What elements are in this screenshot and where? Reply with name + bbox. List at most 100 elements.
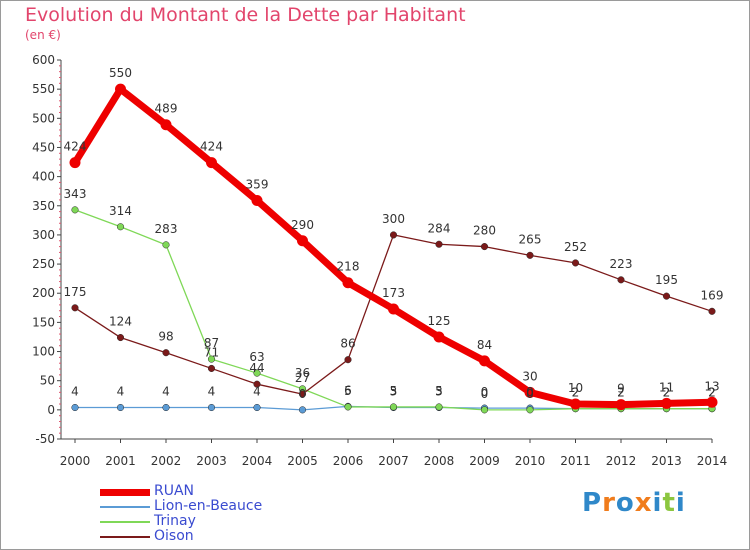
data-label-trinay: 5	[344, 384, 352, 398]
data-point-ruan	[479, 355, 490, 367]
data-label-ruan: 9	[617, 382, 625, 396]
data-label-ruan: 13	[704, 379, 719, 393]
y-tick-label: 200	[32, 286, 55, 300]
data-point-lion-en-beauce	[207, 403, 216, 412]
data-label-trinay: 5	[390, 384, 398, 398]
data-label-ruan: 489	[155, 102, 178, 116]
data-label-oison: 86	[340, 337, 355, 351]
data-point-lion-en-beauce	[162, 403, 170, 412]
x-tick-label: 2011	[560, 454, 591, 468]
data-label-trinay: 63	[249, 350, 264, 364]
data-label-ruan: 550	[109, 66, 132, 80]
data-label-trinay: 314	[109, 204, 132, 218]
x-tick-label: 2008	[424, 454, 455, 468]
logo-letter: t	[662, 488, 676, 518]
data-point-oison	[116, 333, 125, 342]
data-label-ruan: 424	[200, 140, 223, 154]
data-label-oison: 175	[64, 285, 87, 299]
data-point-trinay	[116, 223, 125, 231]
y-tick-label: 550	[32, 82, 55, 96]
logo-letter: i	[675, 488, 686, 518]
data-point-ruan	[615, 399, 627, 411]
x-tick-label: 2006	[333, 454, 364, 468]
data-label-trinay: 5	[435, 384, 443, 398]
data-label-lion-en-beauce: 4	[162, 385, 170, 399]
data-point-trinay	[253, 369, 261, 377]
data-point-ruan	[433, 331, 445, 343]
data-point-oison	[298, 390, 307, 398]
y-tick-label: -50	[35, 432, 55, 446]
y-tick-label: 0	[47, 403, 55, 417]
data-label-oison: 252	[564, 240, 587, 254]
data-point-oison	[480, 243, 489, 251]
data-label-oison: 98	[158, 330, 173, 344]
data-point-trinay	[207, 355, 216, 363]
data-point-trinay	[480, 406, 489, 414]
y-tick-label: 500	[32, 111, 55, 125]
data-point-ruan	[524, 386, 536, 398]
proxiti-logo[interactable]: Proxiti	[582, 488, 686, 518]
data-label-trinay: 0	[526, 387, 534, 401]
data-point-trinay	[435, 403, 443, 411]
data-label-trinay: 2	[663, 386, 671, 400]
data-point-oison	[617, 276, 625, 284]
y-tick-label: 150	[32, 315, 55, 329]
x-tick-label: 2009	[469, 454, 500, 468]
logo-letter: o	[615, 488, 635, 518]
data-point-lion-en-beauce	[71, 403, 79, 412]
data-point-ruan	[342, 277, 354, 289]
legend-label-ruan: RUAN	[154, 483, 195, 499]
data-point-lion-en-beauce	[253, 403, 261, 412]
x-tick-label: 2004	[242, 454, 273, 468]
data-label-lion-en-beauce: 0	[299, 387, 307, 401]
y-tick-label: 450	[32, 140, 55, 154]
legend-swatch-oison	[100, 536, 150, 538]
data-label-trinay: 2	[617, 386, 625, 400]
x-tick-label: 2014	[697, 454, 728, 468]
data-point-oison	[162, 349, 170, 357]
data-label-trinay: 36	[295, 366, 310, 380]
data-label-ruan: 173	[382, 286, 405, 300]
data-point-lion-en-beauce	[116, 403, 125, 412]
data-label-trinay: 87	[204, 336, 219, 350]
unit-label: (en €)	[25, 28, 61, 42]
data-point-oison	[207, 364, 216, 372]
data-label-lion-en-beauce: 0	[526, 385, 534, 399]
x-tick-label: 2005	[287, 454, 318, 468]
data-point-trinay	[344, 403, 352, 411]
data-point-ruan	[297, 235, 308, 247]
data-label-lion-en-beauce: 4	[71, 385, 79, 399]
y-tick-label: 100	[32, 345, 55, 359]
data-label-lion-en-beauce: 3	[390, 385, 398, 399]
data-point-oison	[526, 251, 534, 259]
data-point-ruan	[69, 157, 81, 169]
data-label-oison: 44	[249, 361, 264, 375]
x-tick-label: 2013	[651, 454, 682, 468]
data-label-lion-en-beauce: 0	[481, 385, 489, 399]
data-point-oison	[435, 240, 443, 248]
data-point-oison	[708, 307, 716, 315]
data-label-oison: 223	[610, 257, 633, 271]
data-label-oison: 284	[428, 221, 451, 235]
data-label-lion-en-beauce: 4	[117, 385, 125, 399]
data-point-oison	[571, 259, 580, 267]
data-label-lion-en-beauce: 4	[208, 385, 216, 399]
legend-swatch-lion-en-beauce	[100, 506, 150, 508]
data-point-trinay	[162, 241, 170, 249]
data-label-trinay: 2	[572, 386, 580, 400]
data-label-trinay: 0	[481, 387, 489, 401]
data-label-ruan: 218	[337, 260, 360, 274]
data-label-lion-en-beauce: 2	[617, 386, 625, 400]
x-tick-label: 2001	[105, 454, 136, 468]
y-tick-label: 600	[32, 53, 55, 67]
data-point-ruan	[706, 396, 718, 408]
data-point-ruan	[661, 397, 672, 409]
data-label-ruan: 290	[291, 218, 314, 232]
data-label-ruan: 84	[477, 338, 492, 352]
x-tick-label: 2003	[196, 454, 227, 468]
data-label-trinay: 343	[64, 187, 87, 201]
legend-label-lion-en-beauce: Lion-en-Beauce	[154, 498, 263, 514]
x-tick-label: 2012	[606, 454, 637, 468]
data-label-trinay: 2	[708, 386, 716, 400]
data-point-ruan	[251, 195, 263, 207]
